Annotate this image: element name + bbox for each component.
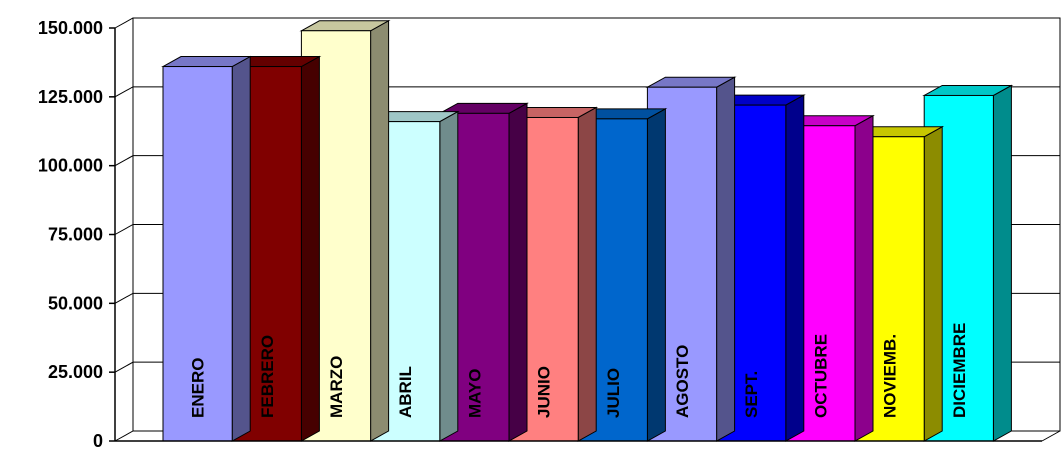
bar-side-face bbox=[370, 19, 390, 442]
category-label: NOVIEMB. bbox=[881, 334, 900, 418]
category-label: AGOSTO bbox=[673, 345, 692, 418]
category-label: JULIO bbox=[604, 368, 623, 418]
bar-side-face bbox=[508, 102, 528, 442]
floor-right-edge bbox=[1041, 430, 1061, 442]
category-label: JUNIO bbox=[535, 366, 554, 418]
category-label: FEBRERO bbox=[258, 335, 277, 418]
y-tick-label: 125.000 bbox=[38, 87, 103, 107]
category-label: DICIEMBRE bbox=[950, 323, 969, 418]
category-label: OCTUBRE bbox=[811, 334, 830, 418]
category-label: ABRIL bbox=[396, 366, 415, 418]
bars bbox=[161, 19, 1014, 442]
bar-side-face bbox=[854, 114, 874, 442]
bar-labels: ENERO FEBRERO MARZO ABRIL MAYO JUNIO JULIO AGOS… bbox=[189, 323, 969, 418]
category-label: ENERO bbox=[189, 358, 208, 418]
bar-side-face bbox=[646, 108, 666, 442]
bar-side-face bbox=[923, 125, 943, 442]
bar-side-face bbox=[716, 76, 736, 442]
bar-side-face bbox=[300, 55, 320, 442]
category-label: MAYO bbox=[465, 369, 484, 418]
bar-side-face bbox=[231, 55, 251, 442]
y-tick-label: 0 bbox=[93, 431, 103, 450]
bar-front-face bbox=[162, 66, 233, 442]
y-tick-label: 50.000 bbox=[48, 293, 103, 313]
category-label: SEPT. bbox=[742, 371, 761, 418]
bar-side-face bbox=[785, 94, 805, 442]
y-tick-label: 150.000 bbox=[38, 18, 103, 38]
y-tick-label: 75.000 bbox=[48, 225, 103, 245]
bar-side-face bbox=[439, 110, 459, 442]
category-label: MARZO bbox=[327, 356, 346, 418]
y-axis-ticks: 0 25.000 50.000 75.000 100.000 125.000 150.000 bbox=[38, 18, 115, 450]
bar-enero bbox=[161, 55, 253, 442]
bar-side-face bbox=[992, 84, 1012, 442]
bar-side-face bbox=[577, 106, 597, 442]
y-tick-label: 100.000 bbox=[38, 156, 103, 176]
y-tick-label: 25.000 bbox=[48, 362, 103, 382]
